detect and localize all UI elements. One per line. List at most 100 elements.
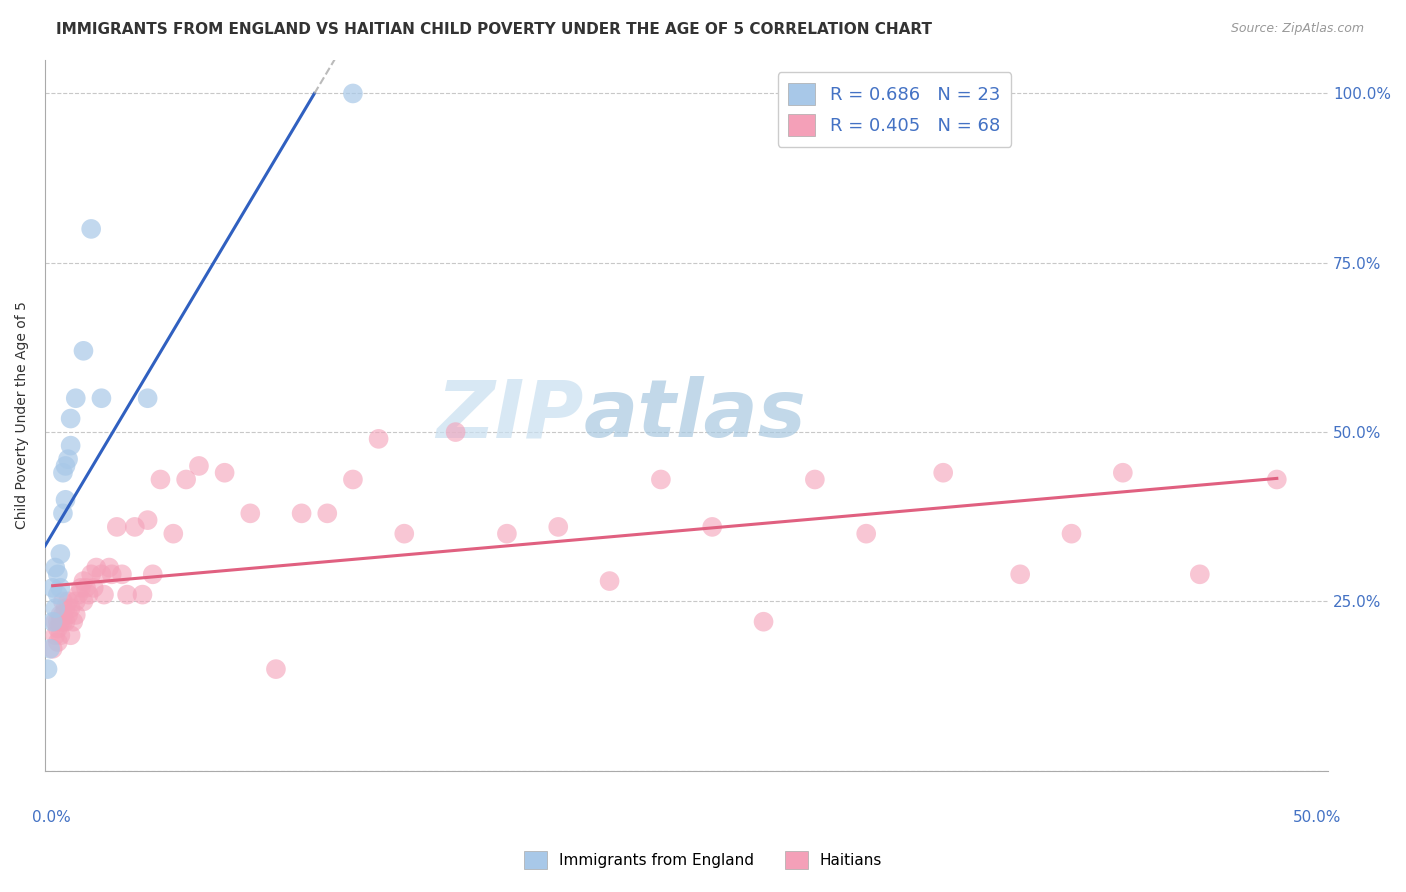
- Point: [59, 439, 82, 453]
- Point: [214, 466, 236, 480]
- Point: [90, 567, 112, 582]
- Point: [932, 466, 955, 480]
- Point: [239, 507, 262, 521]
- Point: [1010, 567, 1032, 582]
- Legend: Immigrants from England, Haitians: Immigrants from England, Haitians: [517, 845, 889, 875]
- Point: [72, 594, 94, 608]
- Point: [599, 574, 621, 588]
- Point: [174, 473, 197, 487]
- Point: [115, 588, 138, 602]
- Point: [84, 560, 107, 574]
- Point: [41, 581, 63, 595]
- Point: [59, 601, 82, 615]
- Point: [52, 507, 75, 521]
- Point: [394, 526, 416, 541]
- Text: Source: ZipAtlas.com: Source: ZipAtlas.com: [1230, 22, 1364, 36]
- Point: [56, 607, 79, 622]
- Point: [142, 567, 165, 582]
- Point: [124, 520, 146, 534]
- Point: [1265, 473, 1288, 487]
- Point: [55, 615, 77, 629]
- Point: [496, 526, 519, 541]
- Point: [72, 343, 94, 358]
- Point: [65, 391, 87, 405]
- Point: [49, 547, 72, 561]
- Point: [77, 588, 100, 602]
- Point: [342, 87, 364, 101]
- Point: [547, 520, 569, 534]
- Point: [46, 588, 69, 602]
- Point: [70, 581, 93, 595]
- Point: [93, 588, 115, 602]
- Point: [44, 601, 66, 615]
- Point: [1060, 526, 1083, 541]
- Point: [59, 628, 82, 642]
- Point: [367, 432, 389, 446]
- Point: [46, 622, 69, 636]
- Point: [65, 594, 87, 608]
- Point: [49, 607, 72, 622]
- Text: atlas: atlas: [583, 376, 807, 454]
- Point: [41, 641, 63, 656]
- Point: [52, 466, 75, 480]
- Point: [39, 641, 62, 656]
- Text: 50.0%: 50.0%: [1292, 810, 1341, 825]
- Point: [52, 607, 75, 622]
- Point: [49, 581, 72, 595]
- Legend: R = 0.686   N = 23, R = 0.405   N = 68: R = 0.686 N = 23, R = 0.405 N = 68: [778, 72, 1011, 147]
- Point: [55, 492, 77, 507]
- Point: [90, 391, 112, 405]
- Point: [80, 222, 103, 236]
- Point: [83, 581, 105, 595]
- Point: [804, 473, 827, 487]
- Point: [111, 567, 134, 582]
- Point: [136, 513, 159, 527]
- Text: ZIP: ZIP: [436, 376, 583, 454]
- Point: [72, 574, 94, 588]
- Point: [46, 615, 69, 629]
- Point: [342, 473, 364, 487]
- Point: [52, 615, 75, 629]
- Point: [52, 594, 75, 608]
- Point: [62, 615, 84, 629]
- Point: [46, 567, 69, 582]
- Point: [80, 567, 103, 582]
- Point: [56, 452, 79, 467]
- Point: [752, 615, 775, 629]
- Point: [149, 473, 172, 487]
- Point: [131, 588, 153, 602]
- Point: [100, 567, 122, 582]
- Point: [264, 662, 287, 676]
- Point: [188, 458, 211, 473]
- Point: [46, 635, 69, 649]
- Point: [105, 520, 128, 534]
- Point: [855, 526, 877, 541]
- Point: [291, 507, 314, 521]
- Point: [49, 628, 72, 642]
- Text: 0.0%: 0.0%: [32, 810, 70, 825]
- Point: [98, 560, 121, 574]
- Point: [136, 391, 159, 405]
- Point: [37, 662, 59, 676]
- Point: [55, 458, 77, 473]
- Point: [1188, 567, 1211, 582]
- Point: [44, 615, 66, 629]
- Point: [67, 588, 90, 602]
- Point: [44, 628, 66, 642]
- Point: [59, 411, 82, 425]
- Point: [55, 601, 77, 615]
- Point: [1112, 466, 1135, 480]
- Y-axis label: Child Poverty Under the Age of 5: Child Poverty Under the Age of 5: [15, 301, 30, 529]
- Point: [702, 520, 724, 534]
- Point: [44, 560, 66, 574]
- Point: [41, 615, 63, 629]
- Point: [650, 473, 672, 487]
- Text: IMMIGRANTS FROM ENGLAND VS HAITIAN CHILD POVERTY UNDER THE AGE OF 5 CORRELATION : IMMIGRANTS FROM ENGLAND VS HAITIAN CHILD…: [56, 22, 932, 37]
- Point: [444, 425, 467, 439]
- Point: [65, 607, 87, 622]
- Point: [316, 507, 339, 521]
- Point: [75, 581, 97, 595]
- Point: [49, 615, 72, 629]
- Point: [56, 594, 79, 608]
- Point: [162, 526, 184, 541]
